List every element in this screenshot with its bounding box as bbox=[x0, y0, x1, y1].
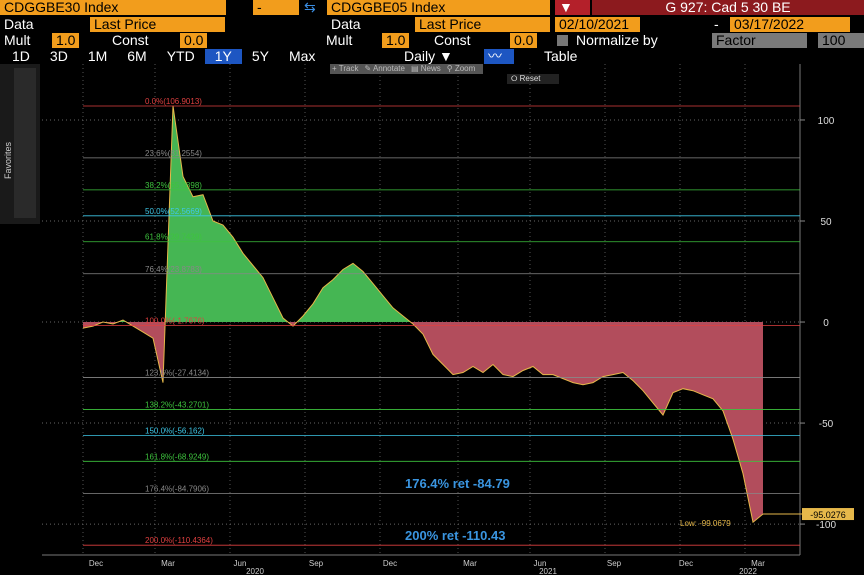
input[interactable]: 1.0 bbox=[52, 33, 80, 48]
start-date[interactable]: 02/10/2021 bbox=[555, 17, 640, 32]
x-tick-label: Jun bbox=[534, 559, 547, 568]
fib-label: 138.2%(-43.2701) bbox=[145, 400, 209, 409]
label: Mult bbox=[326, 32, 353, 48]
fib-label: 0.0%(106.9013) bbox=[145, 97, 202, 106]
tool-button[interactable]: ⚲ Zoom bbox=[446, 64, 476, 73]
fib-label: 38.2%(65.3898) bbox=[145, 181, 202, 190]
end-date[interactable]: 03/17/2022 bbox=[730, 17, 850, 32]
frequency[interactable]: Daily ▼ bbox=[404, 48, 453, 64]
period-button[interactable]: 1Y bbox=[204, 49, 242, 64]
tool-button[interactable]: + Track bbox=[332, 64, 359, 73]
checkbox[interactable] bbox=[557, 35, 568, 46]
input[interactable]: 1.0 bbox=[382, 33, 410, 48]
period-button[interactable]: 6M bbox=[127, 48, 147, 64]
input[interactable]: 0.0 bbox=[510, 33, 538, 48]
fib-label: 123.6%(-27.4134) bbox=[145, 368, 209, 377]
menu[interactable]: ▼ bbox=[555, 0, 590, 15]
y-tick-label: 50 bbox=[820, 217, 832, 228]
y-tick-label: -50 bbox=[819, 419, 834, 430]
x-tick-label: Mar bbox=[463, 559, 477, 568]
fib-label: 50.0%(52.5669) bbox=[145, 207, 202, 216]
period-button[interactable]: 3D bbox=[49, 48, 68, 64]
chart-icon[interactable]: 〰 bbox=[484, 49, 514, 64]
fib-label: 150.0%(-56.162) bbox=[145, 427, 205, 436]
chart-tools: + Track ✎ Annotate ▤ News ⚲ Zoom bbox=[330, 64, 484, 74]
label: Const bbox=[434, 32, 471, 48]
period-button[interactable]: 5Y bbox=[251, 48, 269, 64]
input[interactable]: 0.0 bbox=[180, 33, 208, 48]
x-tick-label: Sep bbox=[607, 559, 622, 568]
annotation: 176.4% ret -84.79 bbox=[405, 476, 510, 491]
x-tick-label: Mar bbox=[161, 559, 175, 568]
last-box bbox=[802, 508, 854, 521]
x-tick-label: Dec bbox=[89, 559, 103, 568]
operator[interactable]: - bbox=[253, 0, 299, 15]
year-label: 2020 bbox=[246, 567, 264, 575]
y-tick-label: 0 bbox=[823, 318, 829, 329]
dropdown[interactable]: Factor bbox=[712, 33, 807, 48]
reset[interactable]: Reset bbox=[519, 74, 541, 83]
low-label: Low: -99.0679 bbox=[680, 519, 731, 528]
tool-icons[interactable] bbox=[14, 68, 36, 218]
table-button[interactable]: Table bbox=[544, 48, 578, 64]
favorites: Favorites bbox=[3, 141, 13, 179]
security2[interactable]: CDGGBE05 Index bbox=[327, 0, 550, 15]
fib-label: 176.4%(-84.7906) bbox=[145, 484, 209, 493]
field[interactable]: Last Price bbox=[90, 17, 225, 32]
year-label: 2022 bbox=[739, 567, 757, 575]
reset-button[interactable]: ⭘ Reset bbox=[507, 74, 559, 84]
period-button[interactable]: YTD bbox=[166, 48, 195, 64]
annotation: 200% ret -110.43 bbox=[405, 528, 505, 543]
left-toolbar: Favorites bbox=[0, 64, 40, 224]
x-tick-label: Dec bbox=[679, 559, 693, 568]
input[interactable]: 100 bbox=[818, 33, 864, 48]
fib-label: 161.8%(-68.9249) bbox=[145, 452, 209, 461]
x-tick-label: Jun bbox=[234, 559, 247, 568]
x-tick-label: Dec bbox=[383, 559, 397, 568]
x-tick-label: Sep bbox=[309, 559, 324, 568]
area bbox=[83, 105, 763, 523]
last-label: -95.0276 bbox=[810, 510, 846, 520]
security1[interactable]: CDGGBE30 Index bbox=[0, 0, 226, 15]
label: Data bbox=[4, 16, 34, 32]
line bbox=[82, 105, 764, 524]
period-button[interactable]: 1D bbox=[12, 48, 30, 64]
label: Data bbox=[331, 16, 361, 32]
fib-label: 200.0%(-110.4364) bbox=[145, 536, 213, 545]
period-bar: 1D 3D 1M 6M YTD 1Y 5Y Max bbox=[2, 49, 325, 64]
label: Const bbox=[112, 32, 149, 48]
period-button[interactable]: 1M bbox=[87, 48, 108, 64]
tool-button[interactable]: ▤ News bbox=[410, 64, 441, 73]
period-button[interactable]: Max bbox=[288, 48, 316, 64]
field[interactable]: Last Price bbox=[415, 17, 550, 32]
label: Mult bbox=[4, 32, 31, 48]
function: G 927: Cad 5 30 BE bbox=[592, 0, 864, 15]
fib-label: 61.8%(39.7439) bbox=[145, 233, 202, 242]
y-tick-label: -100 bbox=[816, 520, 836, 531]
tool-button[interactable]: ✎ Annotate bbox=[364, 64, 405, 73]
arrow-icon[interactable]: ⇆ bbox=[304, 0, 316, 15]
label: Normalize by bbox=[576, 32, 658, 48]
fib-label: 100.0%(-1.7676) bbox=[145, 317, 205, 326]
x-tick-label: Mar bbox=[751, 559, 765, 568]
label: - bbox=[714, 16, 719, 32]
year-label: 2021 bbox=[539, 567, 557, 575]
fib-label: 76.4%(23.8783) bbox=[145, 265, 202, 274]
fib-label: 23.6%(81.2554) bbox=[145, 149, 202, 158]
y-tick-label: 100 bbox=[818, 116, 835, 127]
